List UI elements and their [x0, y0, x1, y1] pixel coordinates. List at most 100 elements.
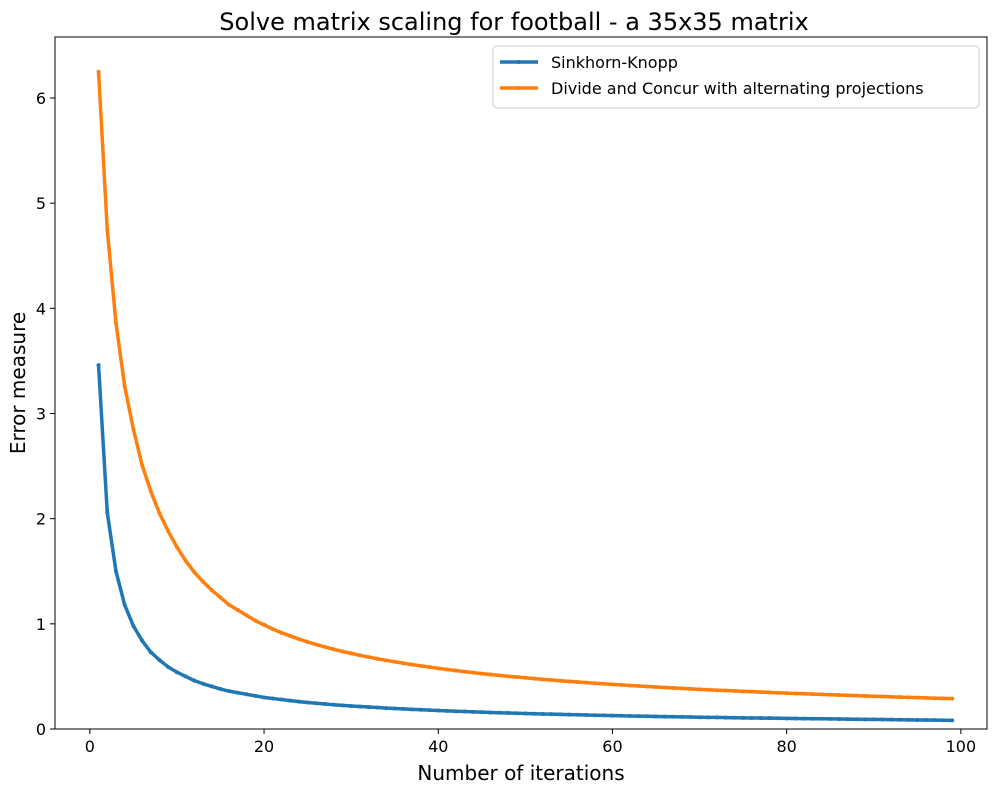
- data-point-divide-and-concur-with-alternating-projections: [288, 633, 293, 638]
- data-point-divide-and-concur-with-alternating-projections: [174, 545, 179, 550]
- data-point-sinkhorn-knopp: [131, 623, 136, 628]
- data-point-sinkhorn-knopp: [488, 710, 493, 715]
- data-point-sinkhorn-knopp: [375, 705, 380, 710]
- data-point-divide-and-concur-with-alternating-projections: [941, 696, 946, 701]
- x-tick-label: 80: [776, 737, 796, 756]
- axis-ticks: 0 20 40 60 80 100 0 1 2 3 4 5 6: [36, 89, 976, 756]
- data-point-sinkhorn-knopp: [880, 717, 885, 722]
- data-point-sinkhorn-knopp: [305, 700, 310, 705]
- data-point-sinkhorn-knopp: [427, 708, 432, 713]
- data-point-sinkhorn-knopp: [471, 709, 476, 714]
- data-point-divide-and-concur-with-alternating-projections: [357, 653, 362, 658]
- data-point-divide-and-concur-with-alternating-projections: [819, 692, 824, 697]
- data-point-sinkhorn-knopp: [775, 716, 780, 721]
- data-point-divide-and-concur-with-alternating-projections: [192, 570, 197, 575]
- data-point-divide-and-concur-with-alternating-projections: [183, 558, 188, 563]
- legend-label-sinkhorn-knopp: Sinkhorn-Knopp: [551, 53, 678, 72]
- data-point-divide-and-concur-with-alternating-projections: [392, 659, 397, 664]
- data-point-divide-and-concur-with-alternating-projections: [732, 688, 737, 693]
- data-point-divide-and-concur-with-alternating-projections: [610, 682, 615, 687]
- data-point-divide-and-concur-with-alternating-projections: [418, 663, 423, 668]
- data-point-sinkhorn-knopp: [262, 695, 267, 700]
- legend-box: [492, 45, 980, 109]
- x-tick-label: 40: [428, 737, 448, 756]
- data-point-sinkhorn-knopp: [688, 715, 693, 720]
- data-point-sinkhorn-knopp: [924, 718, 929, 723]
- data-point-divide-and-concur-with-alternating-projections: [523, 675, 528, 680]
- data-point-sinkhorn-knopp: [505, 711, 510, 716]
- data-point-sinkhorn-knopp: [575, 712, 580, 717]
- data-point-sinkhorn-knopp: [192, 678, 197, 683]
- x-tick-label: 20: [254, 737, 274, 756]
- data-point-divide-and-concur-with-alternating-projections: [636, 683, 641, 688]
- data-point-divide-and-concur-with-alternating-projections: [96, 69, 101, 74]
- data-point-divide-and-concur-with-alternating-projections: [749, 689, 754, 694]
- data-point-divide-and-concur-with-alternating-projections: [662, 685, 667, 690]
- data-point-divide-and-concur-with-alternating-projections: [323, 644, 328, 649]
- data-point-divide-and-concur-with-alternating-projections: [532, 676, 537, 681]
- data-point-divide-and-concur-with-alternating-projections: [854, 693, 859, 698]
- data-point-sinkhorn-knopp: [767, 716, 772, 721]
- data-point-sinkhorn-knopp: [323, 701, 328, 706]
- data-point-sinkhorn-knopp: [950, 718, 955, 723]
- data-point-sinkhorn-knopp: [854, 717, 859, 722]
- data-point-divide-and-concur-with-alternating-projections: [227, 602, 232, 607]
- data-point-divide-and-concur-with-alternating-projections: [314, 642, 319, 647]
- data-point-divide-and-concur-with-alternating-projections: [645, 684, 650, 689]
- x-axis-label: Number of iterations: [417, 761, 624, 785]
- data-point-divide-and-concur-with-alternating-projections: [462, 669, 467, 674]
- data-point-sinkhorn-knopp: [105, 510, 110, 515]
- data-point-sinkhorn-knopp: [671, 714, 676, 719]
- data-point-divide-and-concur-with-alternating-projections: [627, 683, 632, 688]
- data-point-divide-and-concur-with-alternating-projections: [131, 427, 136, 432]
- data-point-sinkhorn-knopp: [314, 701, 319, 706]
- data-point-divide-and-concur-with-alternating-projections: [505, 674, 510, 679]
- data-point-sinkhorn-knopp: [889, 717, 894, 722]
- legend-marker-divide-and-concur: [517, 86, 521, 90]
- data-point-sinkhorn-knopp: [532, 711, 537, 716]
- data-point-sinkhorn-knopp: [288, 698, 293, 703]
- data-point-sinkhorn-knopp: [340, 703, 345, 708]
- x-tick-label: 60: [602, 737, 622, 756]
- data-point-sinkhorn-knopp: [392, 706, 397, 711]
- data-point-sinkhorn-knopp: [662, 714, 667, 719]
- chart-title: Solve matrix scaling for football - a 35…: [219, 8, 808, 36]
- data-point-divide-and-concur-with-alternating-projections: [209, 588, 214, 593]
- data-point-divide-and-concur-with-alternating-projections: [270, 627, 275, 632]
- data-point-sinkhorn-knopp: [174, 670, 179, 675]
- data-point-sinkhorn-knopp: [523, 711, 528, 716]
- data-point-sinkhorn-knopp: [279, 697, 284, 702]
- data-point-sinkhorn-knopp: [836, 717, 841, 722]
- data-point-divide-and-concur-with-alternating-projections: [244, 613, 249, 618]
- data-point-divide-and-concur-with-alternating-projections: [671, 685, 676, 690]
- data-point-sinkhorn-knopp: [793, 716, 798, 721]
- data-point-sinkhorn-knopp: [549, 712, 554, 717]
- data-point-sinkhorn-knopp: [845, 717, 850, 722]
- data-point-sinkhorn-knopp: [758, 716, 763, 721]
- data-point-divide-and-concur-with-alternating-projections: [549, 677, 554, 682]
- data-point-divide-and-concur-with-alternating-projections: [845, 693, 850, 698]
- data-point-divide-and-concur-with-alternating-projections: [828, 692, 833, 697]
- data-point-divide-and-concur-with-alternating-projections: [514, 675, 519, 680]
- data-point-divide-and-concur-with-alternating-projections: [836, 693, 841, 698]
- data-point-sinkhorn-knopp: [462, 709, 467, 714]
- data-point-divide-and-concur-with-alternating-projections: [140, 463, 145, 468]
- data-point-sinkhorn-knopp: [235, 690, 240, 695]
- data-point-divide-and-concur-with-alternating-projections: [906, 695, 911, 700]
- data-point-sinkhorn-knopp: [227, 689, 232, 694]
- data-point-divide-and-concur-with-alternating-projections: [427, 665, 432, 670]
- data-point-sinkhorn-knopp: [932, 718, 937, 723]
- data-point-divide-and-concur-with-alternating-projections: [601, 681, 606, 686]
- data-point-sinkhorn-knopp: [270, 696, 275, 701]
- data-point-sinkhorn-knopp: [810, 716, 815, 721]
- data-point-divide-and-concur-with-alternating-projections: [767, 690, 772, 695]
- y-tick-label: 6: [36, 89, 46, 108]
- data-point-divide-and-concur-with-alternating-projections: [714, 688, 719, 693]
- data-point-divide-and-concur-with-alternating-projections: [235, 608, 240, 613]
- data-point-divide-and-concur-with-alternating-projections: [453, 668, 458, 673]
- data-point-sinkhorn-knopp: [906, 717, 911, 722]
- data-point-divide-and-concur-with-alternating-projections: [218, 595, 223, 600]
- plot-area: [55, 37, 987, 729]
- data-point-divide-and-concur-with-alternating-projections: [497, 673, 502, 678]
- data-point-sinkhorn-knopp: [157, 658, 162, 663]
